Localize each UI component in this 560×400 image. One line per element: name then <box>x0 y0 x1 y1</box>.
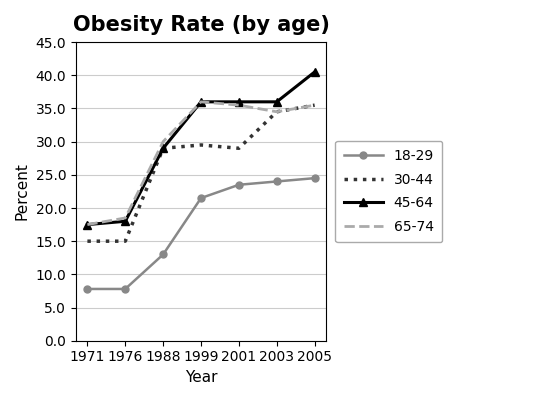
Line: 30-44: 30-44 <box>87 105 315 241</box>
30-44 <box>236 146 242 151</box>
18-29 <box>236 182 242 187</box>
Legend: 18-29, 30-44, 45-64, 65-74: 18-29, 30-44, 45-64, 65-74 <box>335 140 442 242</box>
Line: 65-74: 65-74 <box>87 102 315 224</box>
30-44 <box>273 109 280 114</box>
65-74 <box>84 222 91 227</box>
65-74 <box>160 139 166 144</box>
18-29 <box>160 252 166 257</box>
30-44 <box>311 103 318 108</box>
45-64 <box>311 70 318 74</box>
45-64 <box>122 219 129 224</box>
30-44 <box>198 142 204 147</box>
65-74 <box>236 103 242 108</box>
30-44 <box>84 239 91 244</box>
45-64 <box>236 100 242 104</box>
Y-axis label: Percent: Percent <box>15 162 30 220</box>
45-64 <box>198 100 204 104</box>
65-74 <box>311 103 318 108</box>
Line: 45-64: 45-64 <box>83 68 319 229</box>
45-64 <box>84 222 91 227</box>
18-29 <box>311 176 318 180</box>
X-axis label: Year: Year <box>185 370 217 385</box>
Line: 18-29: 18-29 <box>84 175 318 292</box>
18-29 <box>84 286 91 291</box>
18-29 <box>273 179 280 184</box>
65-74 <box>122 216 129 220</box>
30-44 <box>122 239 129 244</box>
18-29 <box>198 196 204 200</box>
45-64 <box>160 146 166 151</box>
30-44 <box>160 146 166 151</box>
Title: Obesity Rate (by age): Obesity Rate (by age) <box>73 15 329 35</box>
45-64 <box>273 100 280 104</box>
18-29 <box>122 286 129 291</box>
65-74 <box>198 100 204 104</box>
65-74 <box>273 109 280 114</box>
